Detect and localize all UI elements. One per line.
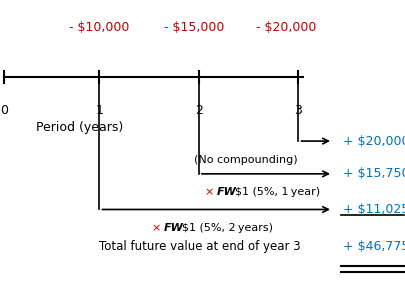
Text: $1 (5%, 2 years): $1 (5%, 2 years) [181, 223, 272, 233]
Text: + $11,025: + $11,025 [342, 203, 405, 216]
Text: - $15,000: - $15,000 [164, 21, 224, 34]
Text: 1: 1 [95, 104, 103, 117]
Text: 0: 0 [0, 104, 8, 117]
Text: ×: × [205, 187, 217, 198]
Text: (No compounding): (No compounding) [193, 154, 297, 165]
Text: + $46,775: + $46,775 [342, 240, 405, 253]
Text: + $20,000: + $20,000 [342, 135, 405, 148]
Text: ×: × [152, 223, 165, 233]
Text: + $15,750: + $15,750 [342, 167, 405, 180]
Text: - $20,000: - $20,000 [256, 21, 315, 34]
Text: - $10,000: - $10,000 [69, 21, 129, 34]
Text: FW: FW [163, 223, 183, 233]
Text: 2: 2 [194, 104, 202, 117]
Text: Period (years): Period (years) [36, 121, 122, 134]
Text: Total future value at end of year 3: Total future value at end of year 3 [98, 240, 300, 253]
Text: 3: 3 [294, 104, 302, 117]
Text: FW: FW [216, 187, 236, 198]
Text: $1 (5%, 1 year): $1 (5%, 1 year) [234, 187, 319, 198]
